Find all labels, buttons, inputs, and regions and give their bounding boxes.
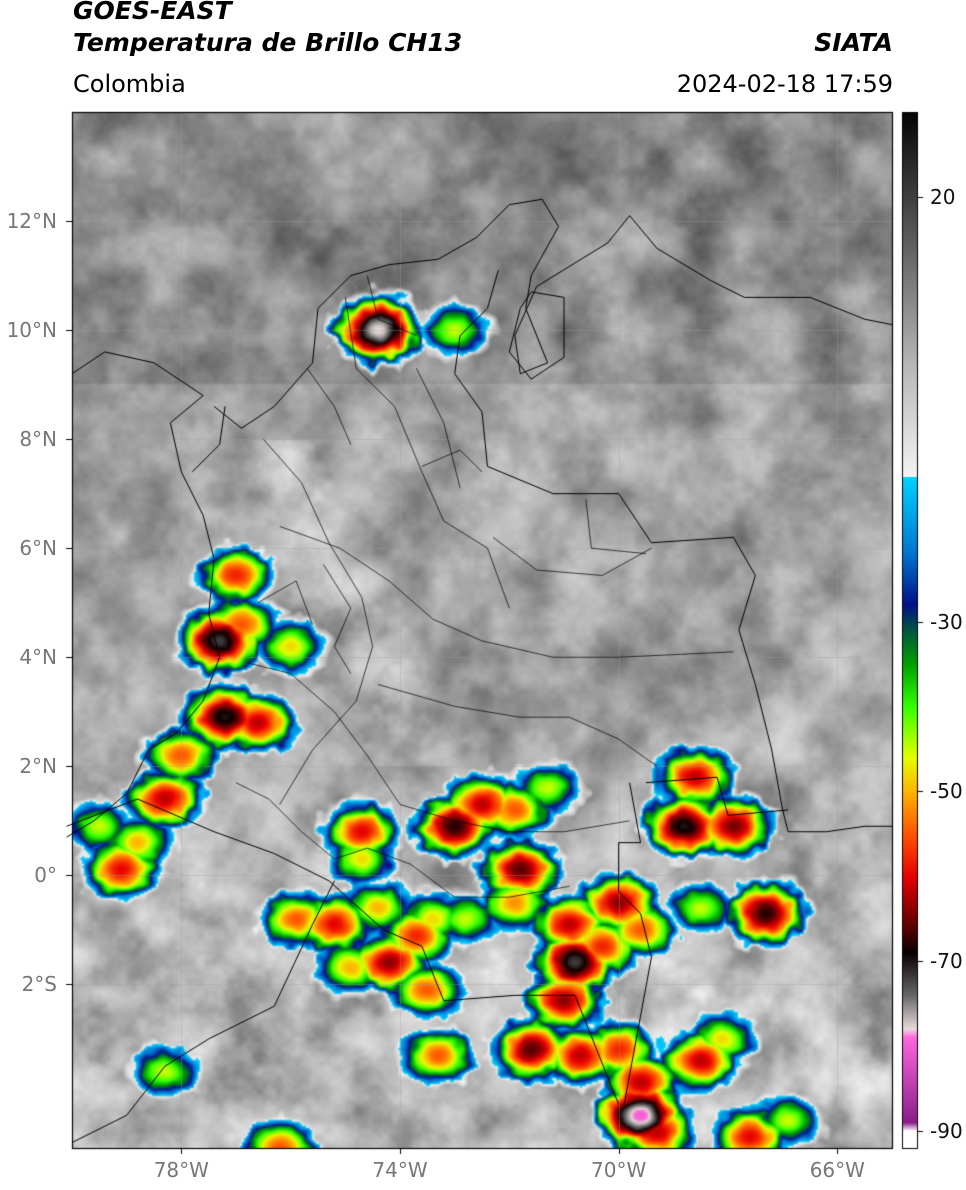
lat-tick-label: 4°N [19,645,57,670]
colorbar-tick-label: -30 [930,609,963,634]
datetime-label: 2024-02-18 17:59 [676,70,893,98]
lat-tick-label: 10°N [6,318,57,343]
lat-tick-label: 2°S [21,972,57,997]
colorbar-tick-label: -70 [930,949,963,974]
lon-tick-label: 70°W [591,1158,647,1182]
colorbar-tick-label: -50 [930,779,963,804]
lat-tick-label: 0° [34,863,57,888]
colorbar-tick-label: -90 [930,1119,963,1144]
product-title: Temperatura de Brillo CH13 [73,28,463,57]
lat-tick-label: 8°N [19,427,57,452]
region-label: Colombia [73,70,186,98]
lon-tick-label: 74°W [372,1158,428,1182]
lat-tick-label: 12°N [6,209,57,234]
colorbar-tick-label: 20 [930,184,956,209]
lon-tick-label: 66°W [809,1158,865,1182]
lon-tick-label: 78°W [153,1158,209,1182]
lat-tick-label: 2°N [19,754,57,779]
source-label: SIATA [814,28,893,57]
satellite-title: GOES-EAST [73,0,232,25]
lat-tick-label: 6°N [19,536,57,561]
